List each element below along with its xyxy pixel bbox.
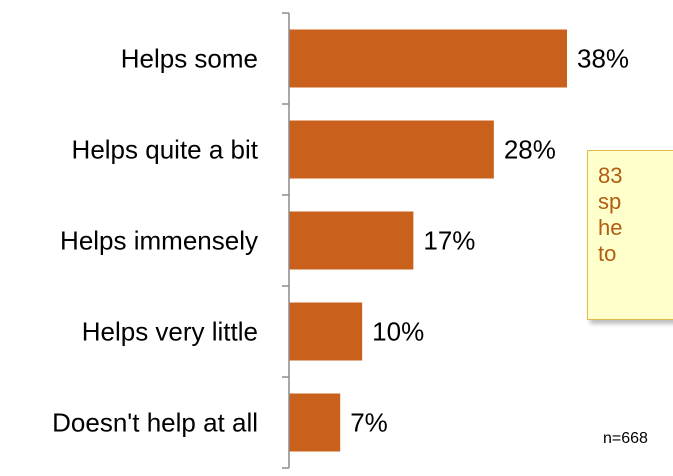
bar bbox=[289, 302, 363, 361]
category-label: Helps quite a bit bbox=[72, 135, 259, 165]
callout-line: sp bbox=[598, 189, 622, 214]
bar bbox=[289, 393, 341, 452]
callout-line: he bbox=[598, 215, 623, 240]
callout-line: to bbox=[598, 241, 617, 266]
category-label: Helps some bbox=[121, 44, 258, 74]
value-label: 7% bbox=[350, 408, 388, 438]
value-label: 10% bbox=[372, 317, 424, 347]
value-label: 28% bbox=[504, 135, 556, 165]
sample-size-note: n=668 bbox=[603, 430, 648, 447]
category-label: Helps immensely bbox=[60, 226, 258, 256]
category-label: Helps very little bbox=[82, 317, 258, 347]
bar bbox=[289, 120, 494, 179]
value-label: 17% bbox=[423, 226, 475, 256]
callout-box: 83 sp he to bbox=[587, 150, 673, 320]
bar bbox=[289, 29, 567, 88]
bar bbox=[289, 211, 414, 270]
category-label: Doesn't help at all bbox=[52, 408, 258, 438]
value-label: 38% bbox=[577, 44, 629, 74]
callout-line: 83 bbox=[598, 163, 623, 188]
